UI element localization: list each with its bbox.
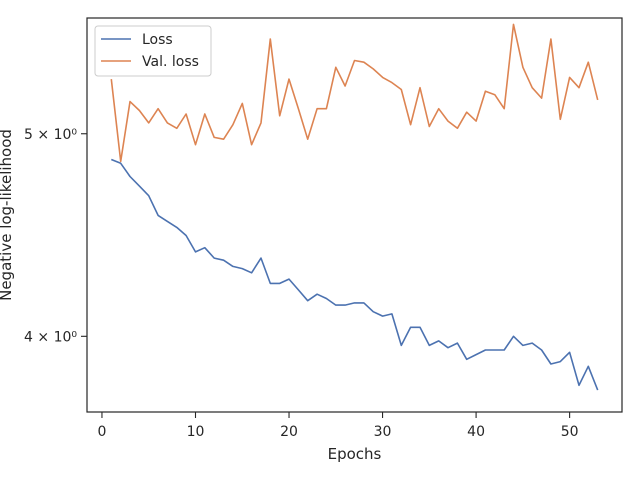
x-tick-label: 30	[374, 424, 392, 440]
legend: Loss Val. loss	[94, 25, 212, 77]
x-tick-label: 40	[467, 424, 485, 440]
x-axis-label: Epochs	[328, 445, 382, 463]
x-tick-label: 50	[561, 424, 579, 440]
plot-frame	[86, 17, 623, 413]
x-tick-label: 0	[98, 424, 107, 440]
y-axis-label: Negative log-likelihood	[0, 129, 15, 301]
y-tick-label: 4 × 10⁰	[24, 329, 77, 345]
y-tick-label: 5 × 10⁰	[24, 127, 77, 143]
y-axis: 4 × 10⁰ 5 × 10⁰	[24, 127, 87, 345]
series-line-loss	[111, 158, 599, 391]
x-tick-label: 20	[280, 424, 298, 440]
legend-label-loss: Loss	[142, 32, 173, 48]
x-tick-label: 10	[187, 424, 205, 440]
legend-label-val-loss: Val. loss	[142, 54, 199, 70]
x-axis: 0 10 20 30 40 50	[98, 412, 579, 440]
series-lines	[110, 23, 599, 391]
series-line-val-loss	[110, 23, 599, 163]
